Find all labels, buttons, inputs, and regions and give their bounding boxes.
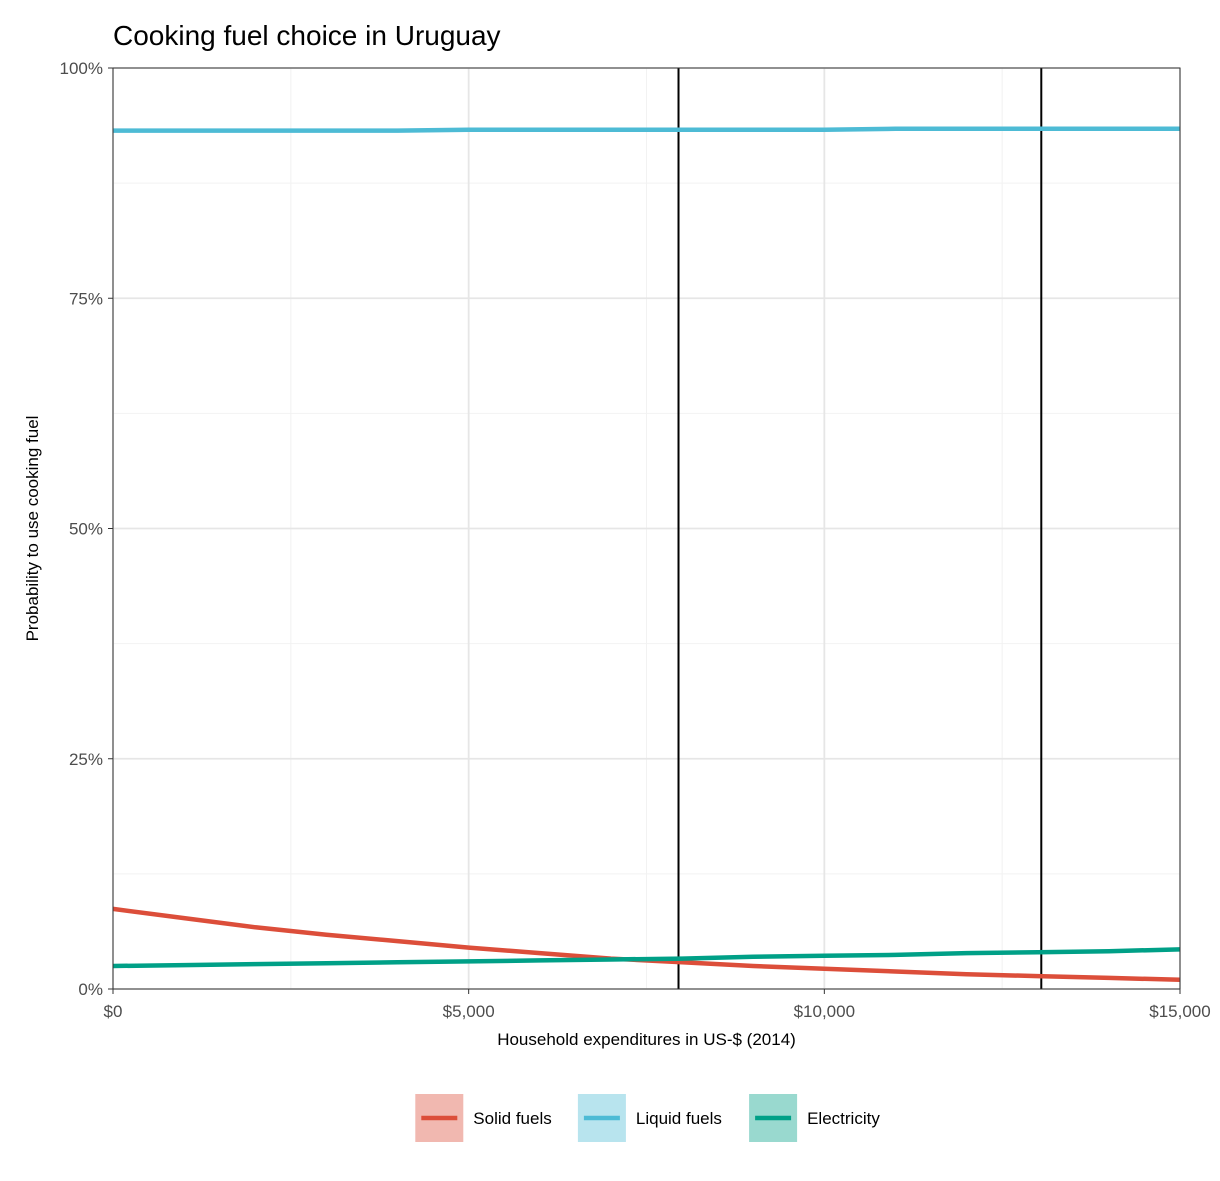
reference-lines (677, 68, 1043, 989)
x-axis-title: Household expenditures in US-$ (2014) (497, 1030, 796, 1049)
x-tick-label: $10,000 (794, 1002, 855, 1021)
legend-label: Liquid fuels (636, 1109, 722, 1128)
series-layer (112, 126, 1181, 983)
legend-item-liquid-fuels: Liquid fuels (577, 1094, 722, 1142)
grid-layer (112, 67, 1181, 990)
x-tick-label: $0 (104, 1002, 123, 1021)
y-tick-label: 75% (69, 289, 103, 308)
legend: Solid fuels Liquid fuels Electricity (415, 1094, 880, 1142)
x-tick-label: $15,000 (1149, 1002, 1210, 1021)
y-tick-label: 25% (69, 750, 103, 769)
legend-label: Electricity (807, 1109, 880, 1128)
y-tick-label: 100% (60, 59, 103, 78)
series-line-liquid-fuels (113, 126, 1180, 133)
chart-title: Cooking fuel choice in Uruguay (113, 20, 501, 51)
y-tick-label: 0% (78, 980, 103, 999)
axis-layer: 0% 25% 50% 75% 100% $0 $5,000 $10,000 $15,000 (60, 59, 1211, 1021)
y-tick-label: 50% (69, 520, 103, 539)
x-tick-label: $5,000 (443, 1002, 495, 1021)
legend-label: Solid fuels (473, 1109, 551, 1128)
y-axis-title: Probability to use cooking fuel (23, 416, 42, 642)
series-line-electricity (112, 947, 1181, 969)
legend-item-solid-fuels: Solid fuels (415, 1094, 552, 1142)
legend-item-electricity: Electricity (749, 1094, 880, 1142)
